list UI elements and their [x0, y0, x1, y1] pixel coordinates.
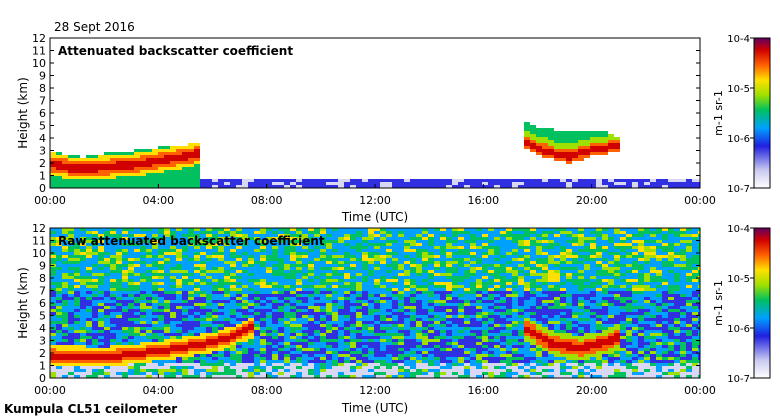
y-tick-label: 3: [39, 335, 46, 348]
x-axis-label: Time (UTC): [341, 210, 408, 224]
colorbar-unit: m-1 sr-1: [712, 280, 725, 326]
colorbar-tick-label: 10-5: [727, 84, 750, 95]
y-tick-label: 7: [39, 95, 46, 108]
y-tick-label: 6: [39, 107, 46, 120]
x-tick-label: 12:00: [359, 194, 391, 207]
y-tick-label: 2: [39, 157, 46, 170]
x-tick-label: 20:00: [576, 384, 608, 397]
colorbar-tick-label: 10-7: [727, 374, 750, 385]
colorbar: [753, 37, 771, 189]
colorbar: [753, 227, 771, 379]
x-tick-label: 16:00: [467, 384, 499, 397]
y-tick-label: 1: [39, 170, 46, 183]
y-axis-label: Height (km): [16, 267, 30, 338]
y-tick-label: 3: [39, 145, 46, 158]
colorbar-tick-label: 10-6: [727, 134, 750, 145]
colorbar-tick-label: 10-4: [727, 34, 750, 45]
x-tick-label: 00:00: [684, 194, 716, 207]
date-label: 28 Sept 2016: [54, 20, 135, 34]
x-tick-label: 12:00: [359, 384, 391, 397]
station-label: Kumpula CL51 ceilometer: [4, 402, 178, 416]
y-tick-label: 7: [39, 285, 46, 298]
x-tick-label: 00:00: [34, 384, 66, 397]
x-tick-label: 20:00: [576, 194, 608, 207]
y-tick-label: 1: [39, 360, 46, 373]
x-tick-label: 00:00: [34, 194, 66, 207]
x-tick-label: 04:00: [142, 384, 174, 397]
raw-backscatter-heatmap: [50, 228, 700, 378]
colorbar-tick-label: 10-5: [727, 274, 750, 285]
x-tick-label: 00:00: [684, 384, 716, 397]
colorbar-tick-label: 10-6: [727, 324, 750, 335]
y-tick-label: 9: [39, 260, 46, 273]
y-tick-label: 5: [39, 310, 46, 323]
x-axis-ticks: 00:00 04:00 08:00 12:00 16:00 20:00 00:00: [34, 374, 716, 397]
panel-title: Attenuated backscatter coefficient: [58, 44, 293, 58]
x-tick-label: 04:00: [142, 194, 174, 207]
y-tick-label: 8: [39, 82, 46, 95]
panel-title: Raw attenuated backscatter coefficient: [58, 234, 325, 248]
y-tick-label: 11: [32, 45, 46, 58]
y-axis-label: Height (km): [16, 77, 30, 148]
x-tick-label: 16:00: [467, 194, 499, 207]
y-tick-label: 0: [39, 182, 46, 195]
y-tick-label: 5: [39, 120, 46, 133]
y-tick-label: 11: [32, 235, 46, 248]
y-tick-label: 12: [32, 222, 46, 235]
y-tick-label: 4: [39, 322, 46, 335]
colorbar-tick-label: 10-4: [727, 224, 750, 235]
y-tick-label: 0: [39, 372, 46, 385]
x-axis-ticks: 00:00 04:00 08:00 12:00 16:00 20:00 00:00: [34, 184, 716, 207]
y-tick-label: 12: [32, 32, 46, 45]
y-tick-label: 6: [39, 297, 46, 310]
x-tick-label: 08:00: [251, 384, 283, 397]
y-tick-label: 9: [39, 70, 46, 83]
backscatter-heatmap: [50, 122, 700, 188]
x-tick-label: 08:00: [251, 194, 283, 207]
colorbar-tick-label: 10-7: [727, 184, 750, 195]
y-tick-label: 10: [32, 57, 46, 70]
y-tick-label: 4: [39, 132, 46, 145]
colorbar-ticks: 10-7 10-6 10-5 10-4: [727, 34, 754, 195]
colorbar-unit: m-1 sr-1: [712, 90, 725, 136]
colorbar-ticks: 10-7 10-6 10-5 10-4: [727, 224, 754, 385]
y-tick-label: 2: [39, 347, 46, 360]
x-axis-label: Time (UTC): [341, 401, 408, 415]
y-tick-label: 10: [32, 247, 46, 260]
y-tick-label: 8: [39, 272, 46, 285]
